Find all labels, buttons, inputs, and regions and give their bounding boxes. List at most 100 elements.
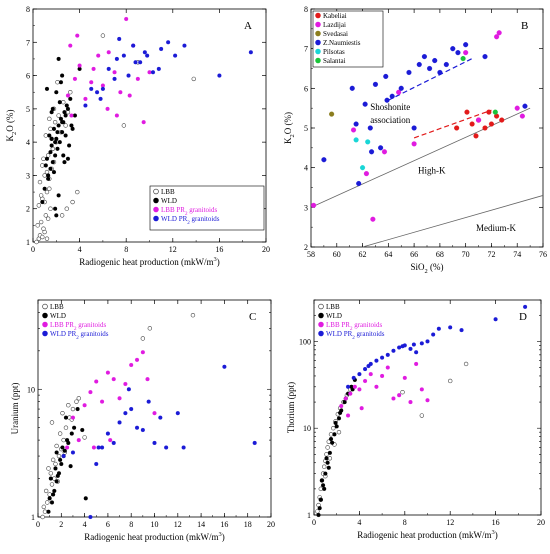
data-point [55,146,60,151]
annotation-high-k: High-K [418,166,446,176]
panel-c: 0 2 4 6 8 10 12 14 16 18 20 1 10 Radiogenic heat prod… [10,299,275,542]
data-point [408,400,413,405]
x-tick-label: 58 [307,250,315,259]
shoshonite-high-k-boundary [310,107,531,208]
data-point [181,445,186,450]
y-tick-label: 1 [307,511,311,520]
data-point [117,420,122,425]
x-tick-label: 0 [312,518,316,527]
data-point [333,420,338,425]
y-tick-label: 8 [26,5,30,14]
data-point [40,200,45,205]
data-point [66,403,71,408]
data-point [56,123,61,128]
x-tick-label: 64 [384,250,392,259]
data-point [76,396,81,401]
data-point [146,399,151,404]
x-tick-label: 6 [106,520,110,529]
data-point [357,387,362,392]
data-point [327,456,333,461]
data-point [380,373,385,379]
data-point [316,512,321,518]
data-point [54,443,59,449]
x-tick-label: 68 [436,250,444,259]
x-tick-label: 4 [357,518,361,527]
data-point [321,483,326,488]
data-point [338,410,343,415]
data-point [147,326,153,331]
data-point [365,139,371,145]
legend-marker [315,12,321,19]
y-tick-label: 8 [304,5,308,14]
data-point [49,110,54,115]
data-point [105,106,110,111]
data-point [70,450,75,455]
data-point [100,33,106,38]
data-point [114,56,119,61]
data-point [44,236,50,241]
x-tick-label: 14 [197,520,205,529]
series-lbb [315,361,469,514]
data-point [134,425,140,430]
data-point [43,133,49,138]
data-point [328,432,334,437]
legend-marker [42,321,48,328]
data-point [129,407,134,412]
y-tick-label: 1 [26,238,30,247]
legend-label: WLD [326,312,342,320]
data-point [80,427,85,433]
data-point [359,406,364,411]
data-point [42,186,47,191]
data-point [100,86,105,91]
data-point [37,179,43,185]
data-point [369,149,375,155]
data-point [482,125,488,131]
high-k-medium-k-boundary [362,195,544,248]
data-point [65,156,70,161]
data-point [48,166,53,171]
series-wld [46,407,88,514]
data-point [126,73,131,78]
data-point [381,149,388,155]
data-point [363,367,368,372]
data-point [322,486,327,491]
data-point [64,103,69,108]
data-point [42,509,48,514]
data-point [323,471,328,476]
data-point [482,54,488,60]
data-point [47,186,52,191]
x-tick-label: 70 [462,250,470,259]
data-point [164,445,169,450]
data-point [318,486,324,492]
data-point [350,127,357,133]
data-point [325,445,330,450]
panel-b: 58 60 62 64 66 68 70 72 74 76 2 3 4 5 6 7 8 SiO2 (%) K2O (… [283,5,547,275]
data-point [72,425,77,430]
data-point [319,478,324,483]
legend-label: LBB [326,303,340,311]
data-point [53,461,58,467]
data-point [114,113,119,118]
data-point [473,133,479,139]
data-point [327,450,332,455]
data-point [100,445,105,450]
y-tick-label: 10 [27,385,35,394]
data-point [49,500,55,505]
data-point [51,170,57,175]
data-point [51,492,56,497]
data-point [156,66,161,71]
data-point [60,130,65,135]
data-point [53,466,58,471]
data-point [124,16,129,22]
data-point [370,216,376,222]
data-point [76,438,81,443]
data-point [362,101,368,107]
data-point [69,123,74,128]
data-point [54,213,59,218]
data-point [127,93,132,98]
data-point [60,445,65,450]
data-point [67,143,72,148]
data-point [34,239,39,245]
